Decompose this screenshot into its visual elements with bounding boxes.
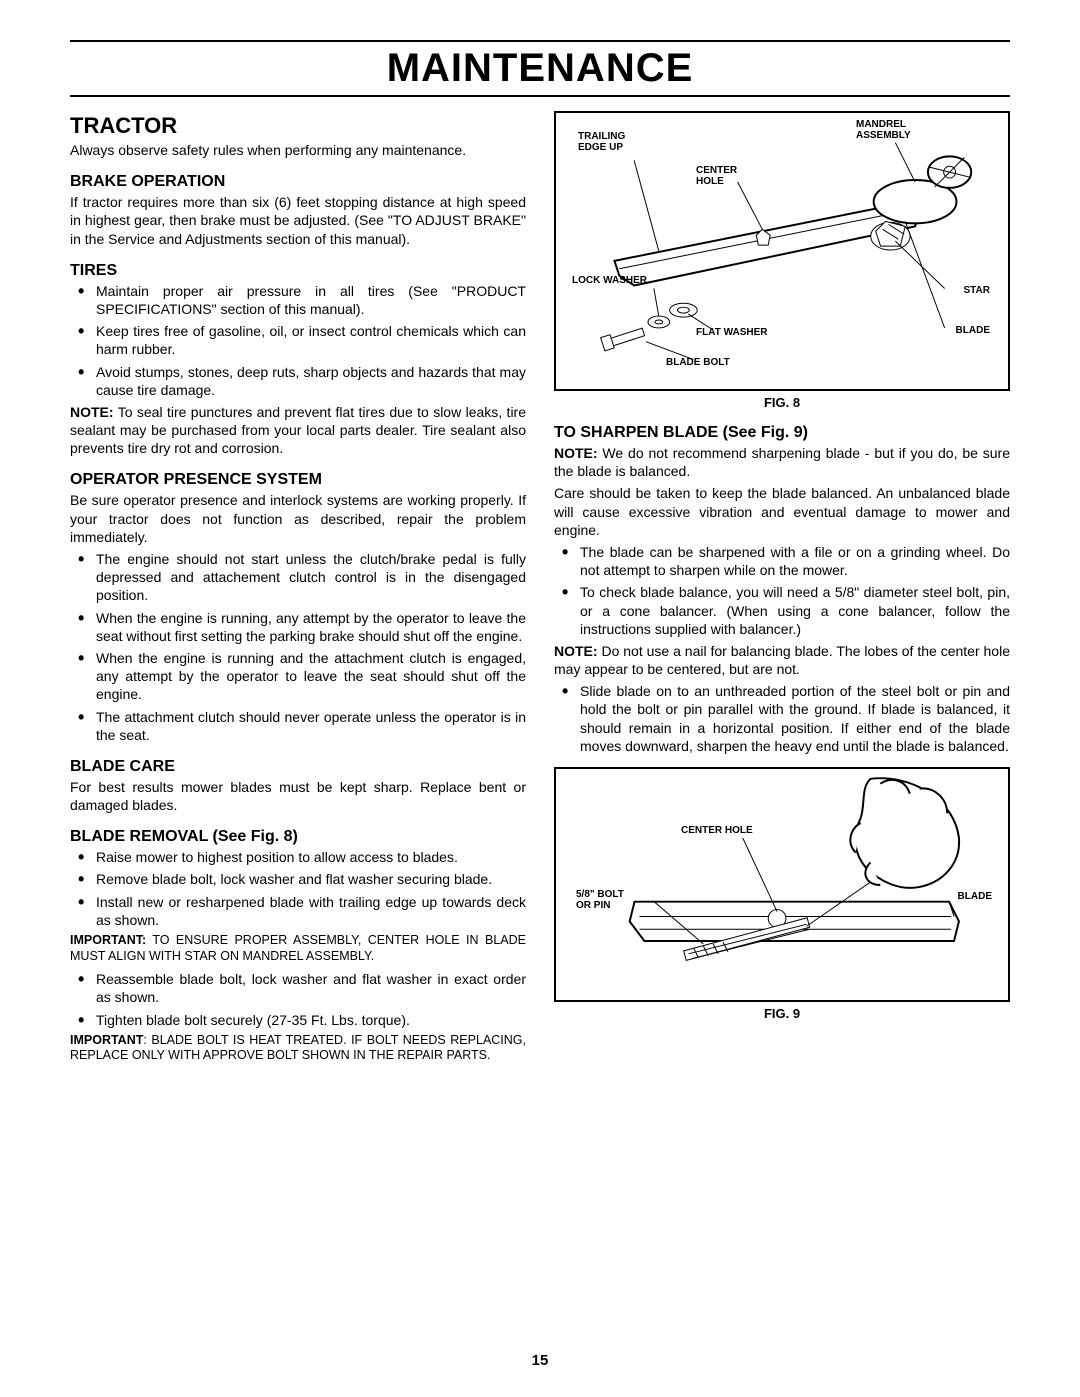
sharpen-list-b: Slide blade on to an unthreaded portion … bbox=[554, 682, 1010, 755]
list-item: Avoid stumps, stones, deep ruts, sharp o… bbox=[96, 363, 526, 399]
important-label: IMPORTANT: bbox=[70, 933, 146, 947]
heading-tires: TIRES bbox=[70, 262, 526, 280]
heading-blade-removal: BLADE REMOVAL (See Fig. 8) bbox=[70, 828, 526, 846]
list-item: Raise mower to highest position to allow… bbox=[96, 848, 526, 866]
left-column: TRACTOR Always observe safety rules when… bbox=[70, 111, 526, 1070]
fig8-label-trailing: TRAILING EDGE UP bbox=[578, 131, 625, 153]
list-item: When the engine is running, any attempt … bbox=[96, 609, 526, 645]
fig8-label-star: STAR bbox=[964, 285, 990, 296]
heading-operator-presence: OPERATOR PRESENCE SYSTEM bbox=[70, 471, 526, 489]
ops-paragraph: Be sure operator presence and interlock … bbox=[70, 491, 526, 546]
removal-list-a: Raise mower to highest position to allow… bbox=[70, 848, 526, 929]
figure-8-box: TRAILING EDGE UP CENTER HOLE MANDREL ASS… bbox=[554, 111, 1010, 391]
heading-sharpen: TO SHARPEN BLADE (See Fig. 9) bbox=[554, 424, 1010, 442]
tires-note: NOTE: To seal tire punctures and prevent… bbox=[70, 403, 526, 458]
note-text: We do not recommend sharpening blade - b… bbox=[554, 445, 1010, 479]
fig9-label-center: CENTER HOLE bbox=[681, 825, 753, 836]
list-item: Slide blade on to an unthreaded portion … bbox=[580, 682, 1010, 755]
list-item: The engine should not start unless the c… bbox=[96, 550, 526, 605]
page-title: MAINTENANCE bbox=[70, 46, 1010, 91]
sharpen-list-a: The blade can be sharpened with a file o… bbox=[554, 543, 1010, 638]
fig8-label-lock: LOCK WASHER bbox=[572, 275, 647, 286]
heading-blade-care: BLADE CARE bbox=[70, 758, 526, 776]
list-item: The blade can be sharpened with a file o… bbox=[580, 543, 1010, 579]
figure-8-caption: FIG. 8 bbox=[554, 395, 1010, 410]
tractor-intro: Always observe safety rules when perform… bbox=[70, 141, 526, 159]
list-item: Install new or resharpened blade with tr… bbox=[96, 893, 526, 929]
heading-tractor: TRACTOR bbox=[70, 113, 526, 139]
content-columns: TRACTOR Always observe safety rules when… bbox=[70, 111, 1010, 1070]
important-label: IMPORTANT bbox=[70, 1033, 143, 1047]
rule-bottom bbox=[70, 95, 1010, 97]
brake-paragraph: If tractor requires more than six (6) fe… bbox=[70, 193, 526, 248]
important-note-1: IMPORTANT: TO ENSURE PROPER ASSEMBLY, CE… bbox=[70, 933, 526, 964]
heading-brake: BRAKE OPERATION bbox=[70, 173, 526, 191]
list-item: To check blade balance, you will need a … bbox=[580, 583, 1010, 638]
note-label: NOTE: bbox=[70, 404, 114, 420]
fig8-label-blade: BLADE bbox=[956, 325, 990, 336]
note-label: NOTE: bbox=[554, 643, 598, 659]
fig8-label-flat: FLAT WASHER bbox=[696, 327, 767, 338]
list-item: Maintain proper air pressure in all tire… bbox=[96, 282, 526, 318]
note-text: Do not use a nail for balancing blade. T… bbox=[554, 643, 1010, 677]
fig9-label-blade: BLADE bbox=[958, 891, 992, 902]
fig8-label-center: CENTER HOLE bbox=[696, 165, 737, 187]
sharpen-note-1: NOTE: We do not recommend sharpening bla… bbox=[554, 444, 1010, 480]
note-label: NOTE: bbox=[554, 445, 598, 461]
figure-9-caption: FIG. 9 bbox=[554, 1006, 1010, 1021]
page-number: 15 bbox=[0, 1352, 1080, 1369]
ops-list: The engine should not start unless the c… bbox=[70, 550, 526, 744]
list-item: When the engine is running and the attac… bbox=[96, 649, 526, 704]
right-column: TRAILING EDGE UP CENTER HOLE MANDREL ASS… bbox=[554, 111, 1010, 1070]
figure-9-box: CENTER HOLE 5/8" BOLT OR PIN BLADE bbox=[554, 767, 1010, 1002]
note-text: To seal tire punctures and prevent flat … bbox=[70, 404, 526, 456]
blade-care-paragraph: For best results mower blades must be ke… bbox=[70, 778, 526, 814]
list-item: The attachment clutch should never opera… bbox=[96, 708, 526, 744]
fig9-label-bolt: 5/8" BOLT OR PIN bbox=[576, 889, 624, 911]
fig8-label-mandrel: MANDREL ASSEMBLY bbox=[856, 119, 911, 141]
removal-list-b: Reassemble blade bolt, lock washer and f… bbox=[70, 970, 526, 1029]
rule-top bbox=[70, 40, 1010, 42]
sharpen-note-2: NOTE: Do not use a nail for balancing bl… bbox=[554, 642, 1010, 678]
list-item: Reassemble blade bolt, lock washer and f… bbox=[96, 970, 526, 1006]
fig8-label-bolt: BLADE BOLT bbox=[666, 357, 730, 368]
list-item: Keep tires free of gasoline, oil, or ins… bbox=[96, 322, 526, 358]
important-note-2: IMPORTANT: BLADE BOLT IS HEAT TREATED. I… bbox=[70, 1033, 526, 1064]
tires-list: Maintain proper air pressure in all tire… bbox=[70, 282, 526, 399]
list-item: Remove blade bolt, lock washer and flat … bbox=[96, 870, 526, 888]
sharpen-paragraph: Care should be taken to keep the blade b… bbox=[554, 484, 1010, 539]
figure-9-svg bbox=[556, 769, 1008, 1000]
list-item: Tighten blade bolt securely (27-35 Ft. L… bbox=[96, 1011, 526, 1029]
figure-8-svg bbox=[556, 113, 1008, 389]
